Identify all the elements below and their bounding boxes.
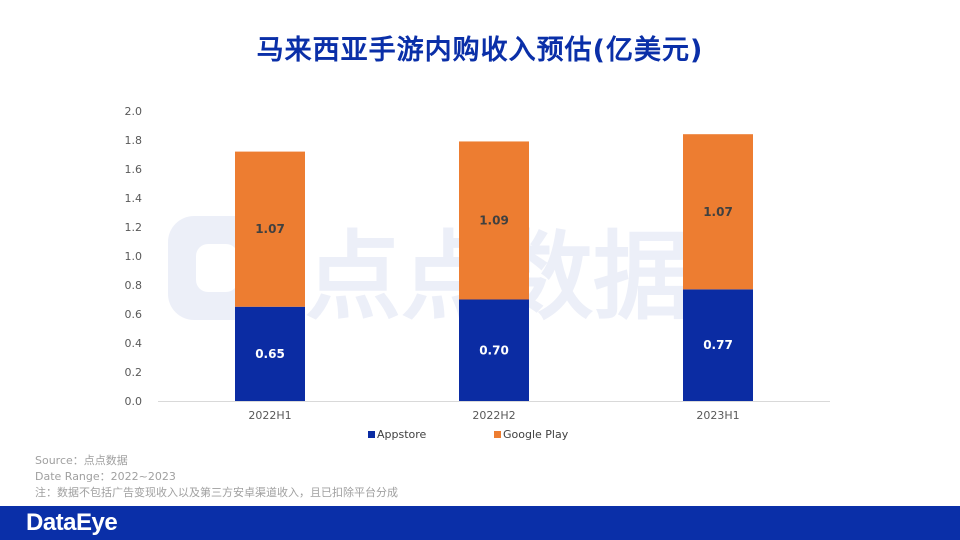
legend: Appstore Google Play [368,428,569,441]
data-label: 0.77 [703,338,733,352]
y-tick-label: 2.0 [125,105,143,118]
bars: 0.65 1.07 0.70 1.09 0.77 1.07 [235,134,753,401]
legend-swatch-appstore [368,431,375,438]
y-tick-label: 0.0 [125,395,143,408]
y-axis: 0.0 0.2 0.4 0.6 0.8 1.0 1.2 1.4 1.6 1.8 2.0 [125,105,143,408]
y-tick-label: 0.8 [125,279,143,292]
y-tick-label: 1.0 [125,250,143,263]
y-tick-label: 0.4 [125,337,143,350]
legend-label: Appstore [377,428,427,441]
bar-appstore-2022H2 [459,299,529,401]
legend-swatch-google-play [494,431,501,438]
data-label: 0.70 [479,343,509,357]
footnote: 注：数据不包括广告变现收入以及第三方安卓渠道收入，且已扣除平台分成 [35,486,398,499]
source-note: Source：点点数据 [35,454,128,467]
notes: Source：点点数据 Date Range：2022~2023 注：数据不包括… [35,453,398,501]
data-label: 1.07 [703,205,733,219]
legend-label: Google Play [503,428,569,441]
bar-google-play-2022H1 [235,151,305,307]
bar-google-play-2023H1 [683,134,753,290]
x-tick-label: 2022H1 [248,409,291,422]
y-tick-label: 1.6 [125,163,143,176]
x-tick-label: 2022H2 [472,409,515,422]
x-tick-label: 2023H1 [696,409,739,422]
data-label: 1.09 [479,213,509,227]
y-tick-label: 1.4 [125,192,143,205]
bar-google-play-2022H2 [459,141,529,300]
y-tick-label: 1.8 [125,134,143,147]
brand-logo: DataEye [26,509,118,536]
data-label: 0.65 [255,347,285,361]
x-axis: 2022H1 2022H2 2023H1 [248,409,739,422]
watermark-logo-cut [196,244,238,292]
data-label: 1.07 [255,222,285,236]
footer-bar: DataEye [0,506,960,540]
y-tick-label: 0.2 [125,366,143,379]
bar-appstore-2022H1 [235,306,305,401]
y-tick-label: 1.2 [125,221,143,234]
chart-title: 马来西亚手游内购收入预估(亿美元) [256,35,704,66]
date-range-note: Date Range：2022~2023 [35,470,176,483]
bar-appstore-2023H1 [683,289,753,401]
y-tick-label: 0.6 [125,308,143,321]
